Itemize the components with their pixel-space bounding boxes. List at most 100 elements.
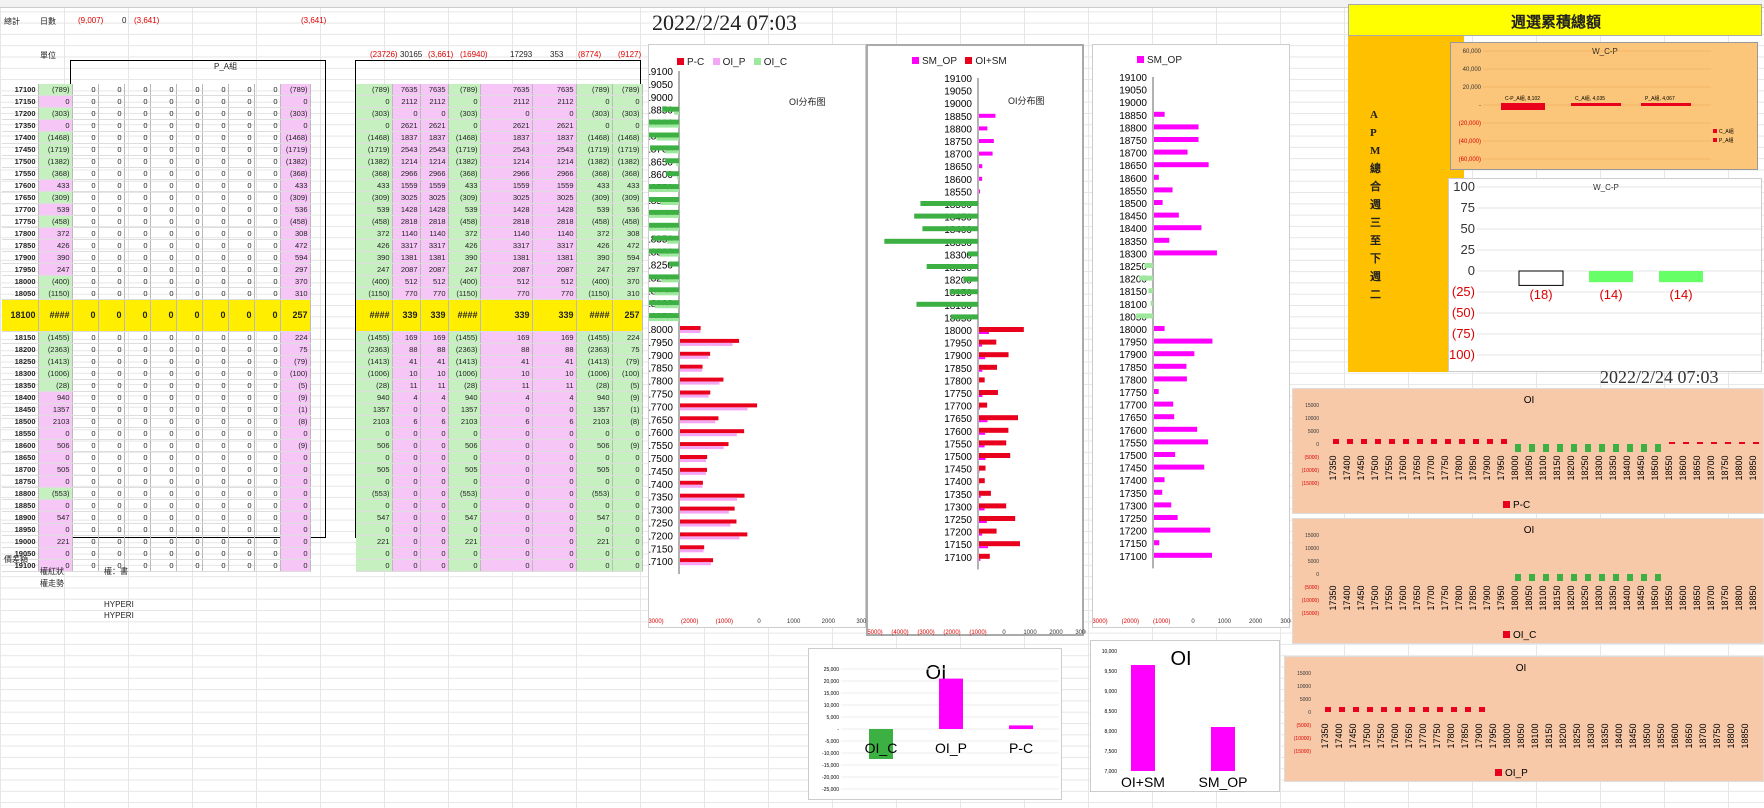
- cell[interactable]: (368): [356, 167, 393, 180]
- cell[interactable]: 0: [254, 511, 281, 524]
- cell[interactable]: 2818: [532, 215, 577, 228]
- cell[interactable]: 0: [176, 475, 203, 488]
- cell[interactable]: 0: [176, 523, 203, 536]
- cell[interactable]: 2112: [532, 95, 577, 108]
- cell[interactable]: (1006): [576, 367, 613, 380]
- cell[interactable]: (5): [612, 379, 643, 392]
- cell[interactable]: 10: [392, 367, 421, 380]
- cell[interactable]: 1381: [420, 251, 449, 264]
- cell[interactable]: 0: [176, 463, 203, 476]
- cell[interactable]: (1468): [280, 131, 311, 144]
- cell[interactable]: 0: [480, 427, 533, 440]
- cell[interactable]: 0: [176, 239, 203, 252]
- cell[interactable]: 0: [254, 203, 281, 216]
- cell[interactable]: (1455): [38, 331, 73, 344]
- cell[interactable]: 0: [202, 191, 229, 204]
- cell[interactable]: 0: [98, 203, 125, 216]
- cell[interactable]: 17450: [2, 143, 39, 156]
- cell[interactable]: 370: [280, 275, 311, 288]
- cell[interactable]: (1468): [356, 131, 393, 144]
- cell[interactable]: 0: [150, 415, 177, 428]
- cell[interactable]: (1468): [576, 131, 613, 144]
- cell[interactable]: 0: [228, 547, 255, 560]
- cell[interactable]: 0: [150, 119, 177, 132]
- cell[interactable]: (28): [356, 379, 393, 392]
- cell[interactable]: 0: [176, 299, 203, 332]
- cell[interactable]: 0: [202, 167, 229, 180]
- cell[interactable]: 0: [150, 439, 177, 452]
- cell[interactable]: 0: [228, 475, 255, 488]
- cell[interactable]: 0: [124, 251, 151, 264]
- cell[interactable]: 0: [176, 403, 203, 416]
- cell[interactable]: 0: [254, 191, 281, 204]
- cell[interactable]: 0: [228, 499, 255, 512]
- cell[interactable]: 0: [176, 179, 203, 192]
- table-row[interactable]: (303) 0 0 (303) 0 0 (303) (303): [356, 107, 643, 120]
- cell[interactable]: 0: [202, 143, 229, 156]
- cell[interactable]: 1428: [392, 203, 421, 216]
- cell[interactable]: 2543: [420, 143, 449, 156]
- cell[interactable]: 0: [202, 523, 229, 536]
- cell[interactable]: 372: [356, 227, 393, 240]
- cell[interactable]: 3317: [532, 239, 577, 252]
- cell[interactable]: 17350: [2, 119, 39, 132]
- cell[interactable]: 0: [176, 343, 203, 356]
- cell[interactable]: 0: [98, 511, 125, 524]
- cell[interactable]: 2103: [448, 415, 481, 428]
- cell[interactable]: 19000: [2, 535, 39, 548]
- cell[interactable]: 0: [124, 143, 151, 156]
- cell[interactable]: 0: [150, 343, 177, 356]
- cell[interactable]: 0: [72, 451, 99, 464]
- cell[interactable]: 0: [202, 355, 229, 368]
- cell[interactable]: 0: [576, 119, 613, 132]
- cell[interactable]: 0: [254, 403, 281, 416]
- cell[interactable]: 1428: [480, 203, 533, 216]
- cell[interactable]: (1719): [38, 143, 73, 156]
- cell[interactable]: 18800: [2, 487, 39, 500]
- cell[interactable]: 0: [98, 379, 125, 392]
- cell[interactable]: 310: [280, 287, 311, 300]
- cell[interactable]: 0: [356, 523, 393, 536]
- cell[interactable]: (1719): [448, 143, 481, 156]
- cell[interactable]: 0: [150, 299, 177, 332]
- cell[interactable]: 17150: [2, 95, 39, 108]
- cell[interactable]: 940: [576, 391, 613, 404]
- cell[interactable]: 0: [448, 451, 481, 464]
- cell[interactable]: 1214: [392, 155, 421, 168]
- cell[interactable]: 0: [150, 427, 177, 440]
- cell[interactable]: 0: [420, 451, 449, 464]
- cell[interactable]: 221: [448, 535, 481, 548]
- cell[interactable]: 0: [124, 343, 151, 356]
- cell[interactable]: 1140: [420, 227, 449, 240]
- cell[interactable]: 0: [254, 215, 281, 228]
- cell[interactable]: 0: [176, 227, 203, 240]
- cell[interactable]: 11: [420, 379, 449, 392]
- cell[interactable]: 940: [38, 391, 73, 404]
- cell[interactable]: 0: [480, 547, 533, 560]
- cell[interactable]: 390: [576, 251, 613, 264]
- cell[interactable]: 0: [176, 107, 203, 120]
- cell[interactable]: 0: [176, 263, 203, 276]
- cell[interactable]: 0: [392, 535, 421, 548]
- cell[interactable]: 297: [612, 263, 643, 276]
- cell[interactable]: 1140: [532, 227, 577, 240]
- cell[interactable]: 0: [280, 559, 311, 572]
- table-row[interactable]: 18000 (400) 0 0 0 0 0 0 0 0 370: [2, 275, 311, 288]
- cell[interactable]: (309): [280, 191, 311, 204]
- cell[interactable]: 372: [38, 227, 73, 240]
- table-row[interactable]: 547 0 0 547 0 0 547 0: [356, 511, 643, 524]
- cell[interactable]: 0: [202, 463, 229, 476]
- cell[interactable]: 0: [254, 343, 281, 356]
- cell[interactable]: 0: [420, 511, 449, 524]
- cell[interactable]: 0: [72, 191, 99, 204]
- cell[interactable]: 0: [98, 523, 125, 536]
- cell[interactable]: ####: [38, 299, 73, 332]
- cell[interactable]: 0: [72, 299, 99, 332]
- cell[interactable]: 0: [254, 499, 281, 512]
- cell[interactable]: 0: [98, 84, 125, 96]
- cell[interactable]: 1214: [480, 155, 533, 168]
